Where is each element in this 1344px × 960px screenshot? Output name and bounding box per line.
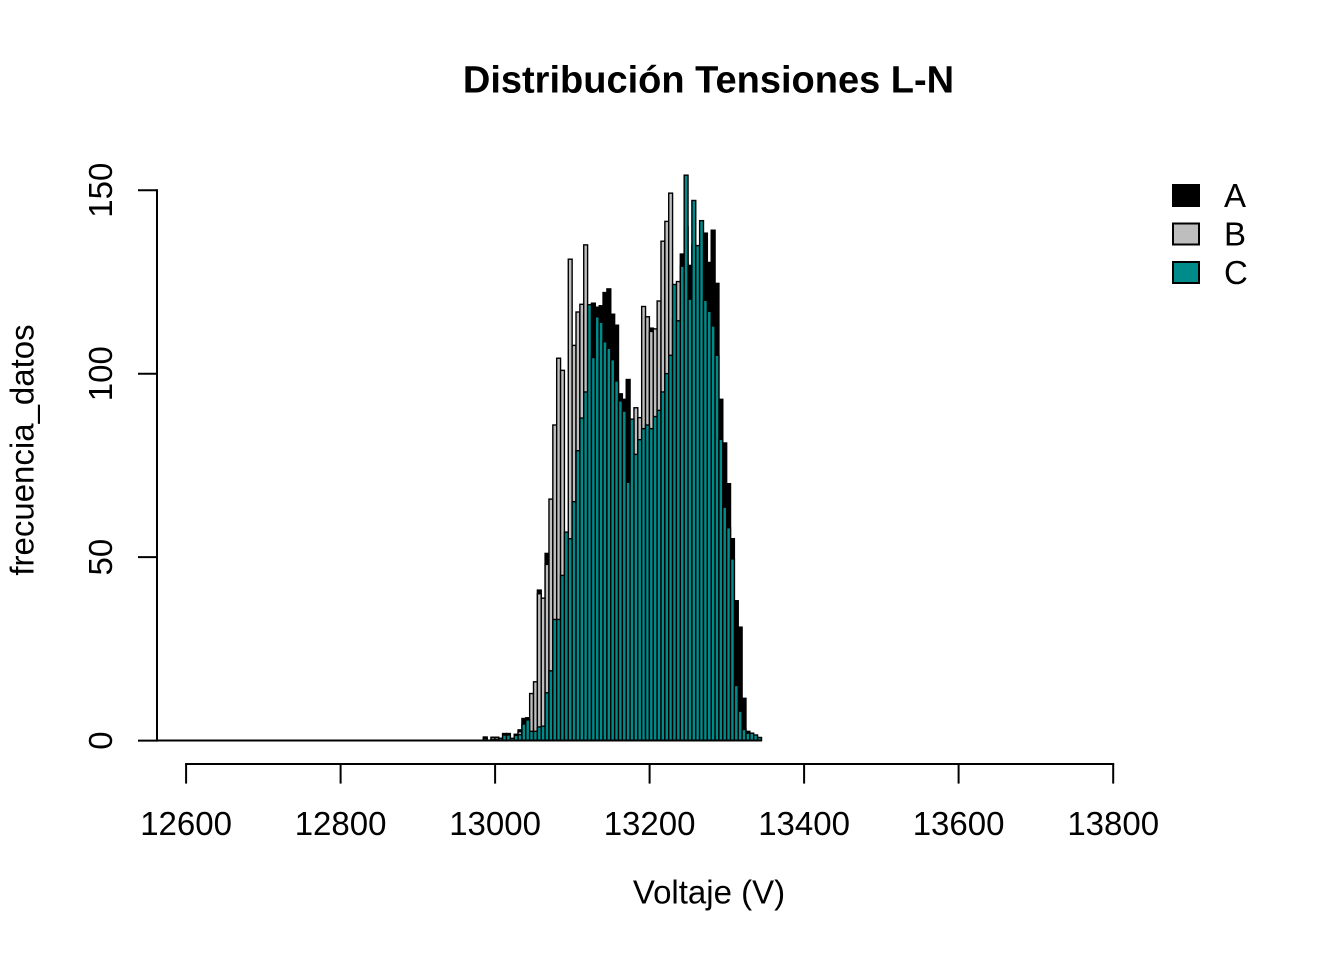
svg-text:50: 50: [82, 539, 119, 576]
svg-text:A: A: [1224, 177, 1246, 214]
svg-text:13600: 13600: [913, 805, 1005, 842]
svg-text:13400: 13400: [758, 805, 850, 842]
svg-text:13000: 13000: [449, 805, 541, 842]
svg-text:150: 150: [82, 163, 119, 218]
svg-text:Voltaje (V): Voltaje (V): [633, 874, 785, 911]
svg-text:12800: 12800: [295, 805, 387, 842]
svg-text:13800: 13800: [1067, 805, 1159, 842]
svg-text:12600: 12600: [140, 805, 232, 842]
svg-text:100: 100: [82, 346, 119, 401]
svg-text:0: 0: [82, 731, 119, 749]
svg-text:frecuencia_datos: frecuencia_datos: [4, 324, 41, 575]
svg-text:C: C: [1224, 254, 1248, 291]
svg-text:Distribución Tensiones L-N: Distribución Tensiones L-N: [463, 60, 954, 102]
svg-text:B: B: [1224, 216, 1246, 253]
svg-text:13200: 13200: [604, 805, 696, 842]
